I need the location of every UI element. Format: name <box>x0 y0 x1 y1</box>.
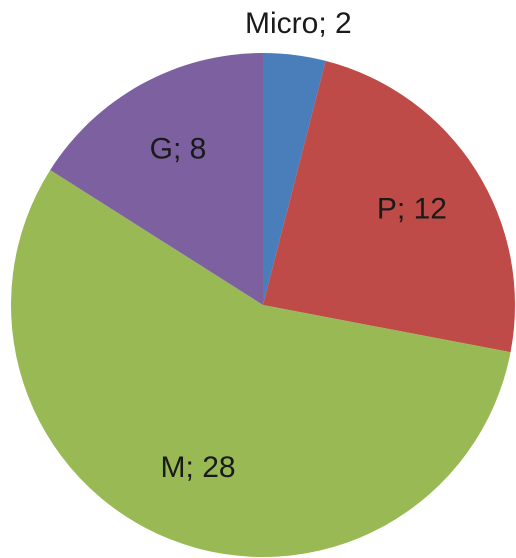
slice-label: P; 12 <box>377 192 447 225</box>
pie-slice <box>10 169 511 558</box>
pie-slice <box>263 53 326 305</box>
pie-slice <box>50 53 263 305</box>
slice-label: Micro; 2 <box>245 7 352 40</box>
slice-label: M; 28 <box>161 451 236 484</box>
slice-label: G; 8 <box>150 132 207 165</box>
pie-slice <box>263 60 515 353</box>
